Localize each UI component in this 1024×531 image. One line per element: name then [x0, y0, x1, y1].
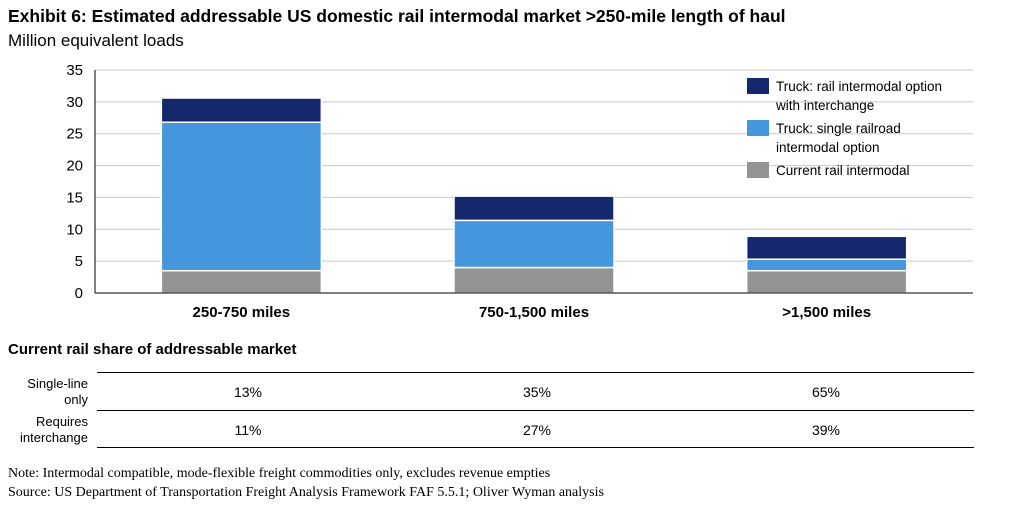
legend-label: Current rail intermodal: [776, 163, 910, 178]
bar-segment: [453, 219, 615, 269]
table-cell: 11%: [234, 422, 262, 438]
bar-segment: [160, 121, 323, 272]
y-tick-label: 10: [66, 221, 83, 238]
table-rule-middle: [97, 410, 974, 411]
legend-label: Truck: rail intermodal option: [776, 79, 942, 94]
table-rule-top: [97, 372, 974, 373]
legend-swatch: [747, 120, 769, 136]
table-row-label: Requires interchange: [8, 414, 88, 446]
row-label-line: only: [64, 392, 88, 407]
table-rule-bottom: [97, 447, 974, 448]
bar-segment: [745, 235, 908, 260]
bar-segment: [745, 258, 908, 272]
y-tick-label: 30: [66, 94, 83, 111]
bar-segment: [453, 266, 615, 294]
row-label-line: Requires: [35, 414, 88, 429]
legend-label: with interchange: [775, 98, 874, 113]
legend-label: Truck: single railroad: [776, 121, 901, 136]
legend-label: intermodal option: [776, 140, 880, 155]
row-label-line: Single-line: [27, 376, 88, 391]
table-cell: 39%: [811, 422, 841, 438]
source-note: Source: US Department of Transportation …: [8, 485, 604, 500]
legend-swatch: [747, 78, 769, 94]
x-category-label: 750-1,500 miles: [479, 304, 589, 321]
legend-swatch: [747, 162, 769, 178]
y-tick-label: 25: [66, 126, 83, 143]
y-tick-label: 5: [75, 253, 83, 270]
chart-title: Exhibit 6: Estimated addressable US dome…: [8, 6, 786, 26]
bar-segment: [453, 195, 615, 222]
x-category-label: >1,500 miles: [782, 304, 871, 321]
stacked-bar-chart: 0 5 10 15 20 25 30 35 250-750 miles 750-1,500 mil…: [66, 62, 973, 321]
bar-segment: [160, 269, 323, 294]
chart-subtitle: Million equivalent loads: [8, 31, 184, 50]
table-cell: 35%: [522, 384, 552, 400]
table-cell: 65%: [811, 384, 841, 400]
table-cell: 27%: [522, 422, 552, 438]
row-label-line: interchange: [20, 430, 88, 445]
x-category-label: 250-750 miles: [193, 304, 291, 321]
table-cell: 13%: [233, 384, 263, 400]
bar-segment: [745, 269, 908, 294]
table-row-label: Single-line only: [8, 376, 88, 408]
y-tick-label: 20: [66, 158, 83, 175]
y-tick-label: 15: [66, 189, 83, 206]
footnote: Note: Intermodal compatible, mode-flexib…: [8, 466, 551, 481]
y-tick-label: 35: [66, 62, 83, 79]
y-tick-label: 0: [75, 285, 83, 302]
share-table-heading: Current rail share of addressable market: [8, 341, 297, 358]
bar-segment: [160, 97, 323, 123]
